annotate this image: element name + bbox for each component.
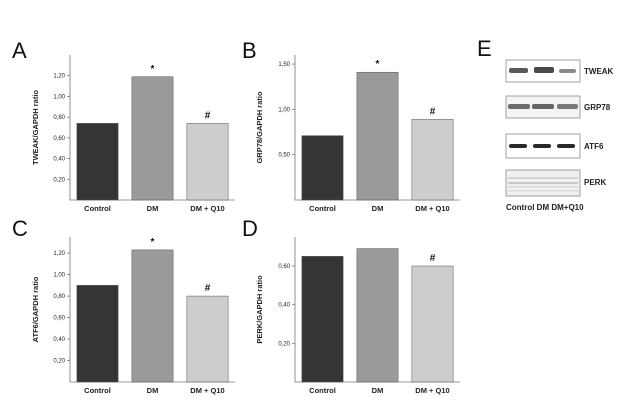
bar-b-dm bbox=[356, 71, 399, 201]
y-tick-label-c: 0,40 bbox=[53, 337, 65, 343]
significance-marker-b: * bbox=[376, 59, 380, 70]
bar-c-dmq10 bbox=[186, 295, 229, 383]
x-tick-label-a: DM + Q10 bbox=[190, 204, 224, 213]
y-tick-label-c: 0,20 bbox=[53, 359, 65, 365]
x-tick-label-d: DM + Q10 bbox=[415, 386, 449, 395]
blot-grp78: GRP78 bbox=[505, 95, 611, 119]
x-tick-label-b: DM + Q10 bbox=[415, 204, 449, 213]
y-axis-label-b: GRP78/GAPDH ratio bbox=[255, 91, 264, 164]
bar-b-dmq10 bbox=[411, 119, 454, 201]
panel-letter-a: A bbox=[12, 38, 27, 63]
bar-d-dm bbox=[356, 248, 399, 383]
bar-a-control bbox=[76, 123, 119, 201]
y-tick-label-c: 1,20 bbox=[53, 251, 65, 257]
x-tick-label-c: DM bbox=[147, 386, 159, 395]
panel-letter-e: E bbox=[477, 36, 492, 61]
blot-perk: PERK bbox=[505, 169, 606, 197]
y-axis-label-c: ATF6/GAPDH ratio bbox=[31, 276, 40, 342]
x-tick-label-c: DM + Q10 bbox=[190, 386, 224, 395]
y-tick-label-d: 0,20 bbox=[278, 341, 290, 347]
x-tick-label-b: DM bbox=[372, 204, 384, 213]
y-tick-label-a: 0,60 bbox=[53, 136, 65, 142]
y-tick-label-a: 0,80 bbox=[53, 115, 65, 121]
y-tick-label-a: 1,20 bbox=[53, 74, 65, 80]
blot-caption: Control DM DM+Q10 bbox=[506, 203, 584, 212]
chart-panel-c: C 0,20 0,40 0,60 0,80 1,00 1,20 ATF6/GAPDH rati… bbox=[12, 216, 235, 395]
axis-lines-a bbox=[69, 55, 235, 201]
y-axis-label-d: PERK/GAPDH ratio bbox=[255, 275, 264, 344]
panel-e: E TWEAK GRP78 ATF6 bbox=[477, 36, 614, 212]
blot-tweak: TWEAK bbox=[505, 59, 614, 83]
panel-letter-c: C bbox=[12, 216, 28, 241]
bar-c-control bbox=[76, 285, 119, 383]
axis-lines-b bbox=[294, 55, 460, 201]
blot-label-grp78: GRP78 bbox=[584, 103, 611, 112]
x-tick-label-a: Control bbox=[84, 204, 111, 213]
panel-letter-d: D bbox=[242, 216, 258, 241]
y-tick-label-a: 1,00 bbox=[53, 94, 65, 100]
significance-marker-a: * bbox=[151, 64, 155, 75]
significance-marker-a: # bbox=[205, 110, 211, 121]
blot-label-atf6: ATF6 bbox=[584, 142, 604, 151]
significance-marker-c: # bbox=[205, 283, 211, 294]
axis-lines-d bbox=[294, 237, 460, 383]
blot-atf6: ATF6 bbox=[505, 133, 604, 159]
bar-b-control bbox=[301, 135, 344, 201]
panel-letter-b: B bbox=[242, 38, 257, 63]
significance-marker-b: # bbox=[430, 106, 436, 117]
y-tick-label-b: 1,00 bbox=[278, 107, 290, 113]
x-tick-label-a: DM bbox=[147, 204, 159, 213]
y-tick-label-c: 0,80 bbox=[53, 294, 65, 300]
bar-c-dm bbox=[131, 249, 174, 383]
bar-a-dm bbox=[131, 76, 174, 201]
x-tick-label-d: Control bbox=[309, 386, 336, 395]
chart-panel-a: A 0,20 0,40 0,60 0,80 1,00 1,20 TWEAK/GAPDH rat… bbox=[12, 38, 235, 213]
bar-a-dmq10 bbox=[186, 123, 229, 201]
x-tick-label-d: DM bbox=[372, 386, 384, 395]
blot-label-perk: PERK bbox=[584, 178, 606, 187]
y-tick-label-b: 0,50 bbox=[278, 153, 290, 159]
significance-marker-c: * bbox=[151, 237, 155, 248]
bar-d-control bbox=[301, 256, 344, 383]
y-tick-label-d: 0,40 bbox=[278, 303, 290, 309]
significance-marker-d: # bbox=[430, 253, 436, 264]
chart-panel-b: B 0,50 1,00 1,50 GRP78/GAPDH ratio Control DM *… bbox=[242, 38, 460, 213]
x-tick-label-c: Control bbox=[84, 386, 111, 395]
y-tick-label-a: 0,40 bbox=[53, 157, 65, 163]
x-tick-label-b: Control bbox=[309, 204, 336, 213]
y-tick-label-a: 0,20 bbox=[53, 177, 65, 183]
blot-label-tweak: TWEAK bbox=[584, 67, 614, 76]
y-tick-label-d: 0,60 bbox=[278, 264, 290, 270]
y-tick-label-b: 1,50 bbox=[278, 62, 290, 68]
y-axis-label-a: TWEAK/GAPDH ratio bbox=[31, 90, 40, 165]
axis-lines-c bbox=[69, 237, 235, 383]
y-tick-label-c: 1,00 bbox=[53, 273, 65, 279]
y-tick-label-c: 0,60 bbox=[53, 316, 65, 322]
chart-panel-d: D 0,20 0,40 0,60 PERK/GAPDH ratio Control DM DM… bbox=[242, 216, 460, 395]
bar-d-dmq10 bbox=[411, 265, 454, 383]
